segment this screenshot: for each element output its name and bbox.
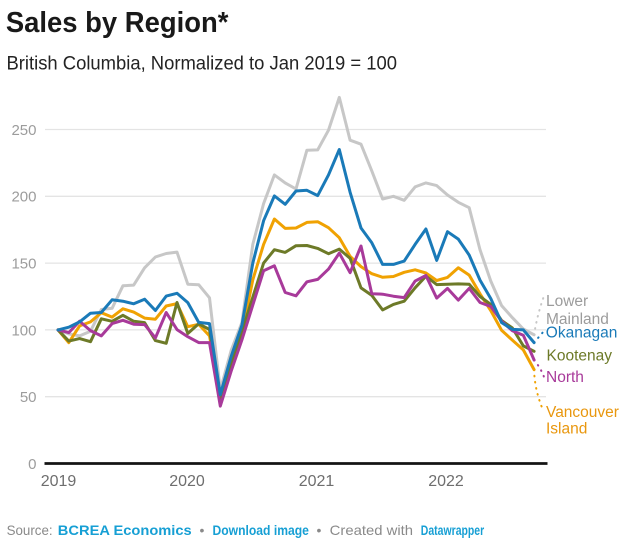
svg-text:0: 0 (28, 456, 36, 473)
svg-text:100: 100 (11, 322, 36, 339)
svg-text:200: 200 (11, 189, 36, 206)
svg-text:2019: 2019 (41, 473, 77, 490)
svg-text:•: • (200, 522, 205, 538)
svg-text:Okanagan: Okanagan (546, 325, 618, 342)
svg-text:Vancouver: Vancouver (546, 404, 619, 421)
svg-text:250: 250 (11, 122, 36, 139)
svg-text:•: • (317, 522, 322, 538)
svg-text:British Columbia, Normalized t: British Columbia, Normalized to Jan 2019… (7, 53, 398, 74)
svg-text:BCREA Economics: BCREA Economics (58, 522, 192, 538)
svg-text:Lower: Lower (546, 293, 588, 310)
svg-text:Mainland: Mainland (546, 311, 609, 328)
svg-text:Island: Island (546, 421, 587, 438)
svg-text:Download image: Download image (213, 522, 310, 538)
svg-text:Sales by Region*: Sales by Region* (6, 7, 229, 39)
svg-text:2022: 2022 (428, 473, 464, 490)
svg-text:North: North (546, 369, 584, 386)
svg-text:Datawrapper: Datawrapper (421, 522, 485, 538)
svg-text:50: 50 (20, 389, 37, 406)
svg-text:2020: 2020 (169, 473, 205, 490)
svg-text:Source:: Source: (7, 522, 53, 538)
svg-text:Kootenay: Kootenay (547, 348, 613, 365)
svg-text:2021: 2021 (299, 473, 335, 490)
svg-text:Created with: Created with (330, 522, 413, 538)
svg-text:150: 150 (11, 256, 36, 273)
